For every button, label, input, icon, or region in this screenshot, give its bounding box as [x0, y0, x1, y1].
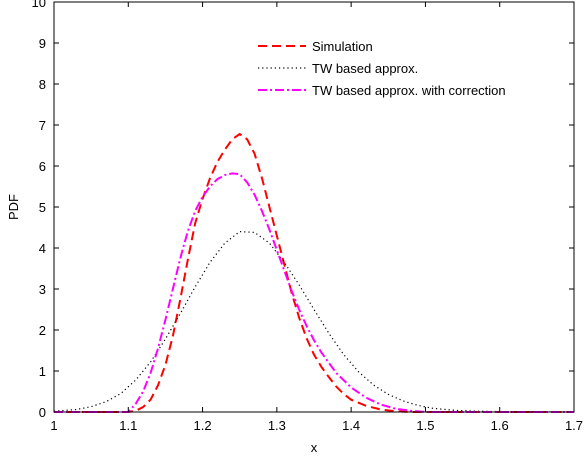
legend-label-3: TW based approx. with correction: [312, 83, 506, 98]
legend-label-2: TW based approx.: [312, 61, 418, 76]
x-tick-label: 1.2: [194, 418, 212, 433]
y-tick-label: 5: [39, 200, 46, 215]
x-axis-label: x: [311, 440, 318, 455]
series-line-2: [53, 230, 575, 413]
y-tick-label: 3: [39, 282, 46, 297]
legend: Simulation TW based approx. TW based appro…: [258, 39, 506, 98]
legend-label-1: Simulation: [312, 39, 373, 54]
y-tick-label: 10: [32, 0, 46, 10]
x-tick-label: 1: [50, 418, 57, 433]
y-tick-label: 1: [39, 364, 46, 379]
x-tick-label: 1.1: [119, 418, 137, 433]
y-axis-label: PDF: [6, 194, 21, 220]
y-tick-label: 2: [39, 323, 46, 338]
y-tick-label: 7: [39, 118, 46, 133]
x-tick-label: 1.7: [565, 418, 583, 433]
plot-area: [53, 132, 575, 413]
y-tick-label: 8: [39, 77, 46, 92]
x-tick-label: 1.5: [416, 418, 434, 433]
x-tick-label: 1.3: [268, 418, 286, 433]
y-tick-label: 9: [39, 36, 46, 51]
series-line-1: [54, 132, 574, 413]
x-tick-label: 1.4: [342, 418, 360, 433]
y-tick-label: 0: [39, 405, 46, 420]
series-line-3: [54, 172, 574, 413]
y-tick-label: 6: [39, 159, 46, 174]
x-tick-label: 1.6: [491, 418, 509, 433]
y-tick-label: 4: [39, 241, 46, 256]
